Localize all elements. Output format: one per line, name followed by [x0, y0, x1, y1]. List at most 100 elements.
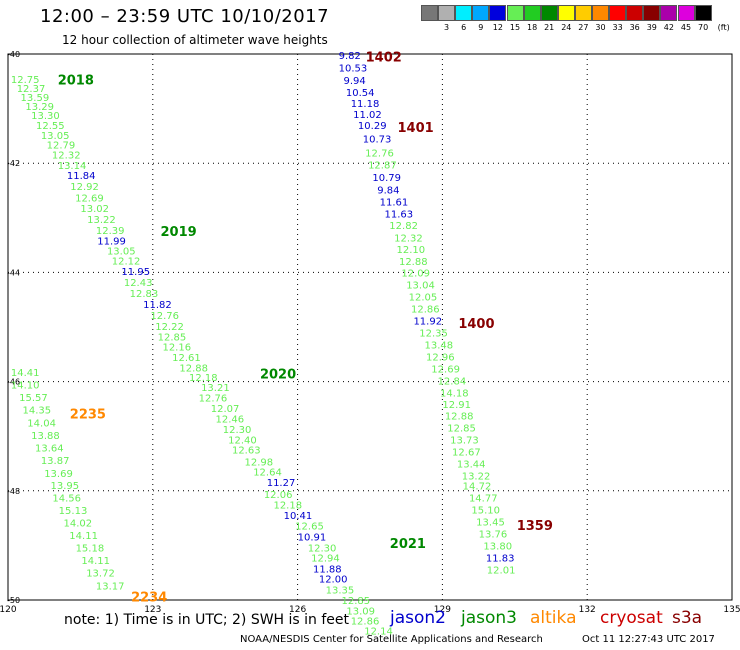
header-title: 12:00 – 23:59 UTC 10/10/2017 [40, 6, 330, 27]
swh-data-point: 12.98 [245, 457, 274, 468]
swh-data-point: 9.82 [339, 51, 361, 62]
swh-data-point: 12.76 [199, 393, 228, 404]
swh-data-point: 13.59 [21, 93, 50, 104]
y-tick-label: -46 [7, 378, 20, 387]
swh-data-point: 12.87 [368, 160, 397, 171]
swh-data-point: 14.77 [469, 493, 498, 504]
y-tick-label: -48 [7, 487, 20, 496]
swh-data-point: 12.05 [409, 292, 438, 303]
swh-data-point: 11.61 [380, 197, 409, 208]
swh-data-point: 15.57 [19, 393, 48, 404]
swh-data-point: 14.18 [440, 389, 469, 400]
swh-data-point: 12.63 [232, 445, 261, 456]
swh-data-point: 9.94 [343, 76, 365, 87]
swh-data-point: 13.05 [107, 247, 136, 258]
swh-data-point: 12.61 [172, 353, 201, 364]
color-scale-swatch [438, 5, 456, 21]
color-scale-label: 12 [492, 23, 503, 32]
swh-data-point: 12.64 [253, 468, 282, 479]
pass-label: 1402 [366, 51, 402, 66]
swh-data-point: 13.76 [479, 529, 508, 540]
swh-data-point: 10.79 [372, 173, 401, 184]
color-scale-swatch [677, 5, 695, 21]
footer-note: note: 1) Time is in UTC; 2) SWH is in fe… [64, 612, 350, 628]
x-tick-label: 129 [434, 605, 451, 615]
swh-data-point: 12.32 [394, 233, 423, 244]
swh-data-point: 12.18 [189, 373, 218, 384]
swh-data-point: 12.75 [11, 75, 40, 86]
color-scale-label: 45 [680, 23, 692, 32]
swh-data-point: 12.30 [308, 544, 337, 555]
swh-data-point: 11.95 [121, 267, 150, 278]
swh-data-point: 13.22 [462, 472, 491, 483]
swh-data-point: 12.43 [124, 278, 153, 289]
pass-label: 1359 [517, 519, 553, 534]
swh-data-point: 12.39 [96, 226, 125, 237]
swh-data-point: 11.02 [353, 110, 382, 121]
swh-data-point: 13.44 [457, 460, 486, 471]
x-tick-label: 132 [579, 605, 596, 615]
swh-data-point: 12.35 [419, 328, 448, 339]
color-scale-label: 24 [561, 23, 572, 32]
color-scale-swatch [421, 5, 438, 21]
swh-data-point: 12.86 [351, 617, 380, 628]
swh-data-point: 12.67 [452, 447, 481, 458]
color-scale-label: 9 [478, 23, 484, 32]
swh-data-point: 14.41 [11, 368, 40, 379]
swh-data-point: 12.76 [150, 311, 179, 322]
swh-data-point: 13.05 [41, 131, 70, 142]
swh-data-point: 12.88 [179, 363, 208, 374]
swh-data-point: 14.35 [22, 405, 51, 416]
color-scale-swatch [506, 5, 524, 21]
pass-label: 2235 [70, 407, 106, 422]
y-tick-label: -42 [7, 159, 20, 168]
swh-data-point: 12.86 [411, 304, 440, 315]
color-scale-swatch [540, 5, 558, 21]
satellite-s3a: s3a [672, 608, 703, 628]
swh-data-point: 12.88 [399, 257, 428, 268]
satellite-cryosat: cryosat [600, 608, 663, 628]
swh-data-point: 12.06 [264, 490, 293, 501]
swh-data-point: 15.18 [76, 544, 105, 555]
color-scale-label: 27 [578, 23, 589, 32]
satellite-altika: altika [530, 608, 577, 628]
color-scale-label: 39 [646, 23, 657, 32]
color-scale-label: 36 [629, 23, 640, 32]
swh-data-point: 11.88 [313, 564, 342, 575]
swh-data-point: 14.11 [81, 556, 110, 567]
color-scale-label: 3 [444, 23, 450, 32]
swh-data-point: 13.64 [35, 444, 64, 455]
swh-data-point: 10.53 [339, 64, 368, 75]
swh-data-point: 11.27 [267, 478, 296, 489]
swh-data-point: 13.35 [326, 586, 355, 597]
color-scale-label: 21 [544, 23, 555, 32]
swh-data-point: 15.10 [471, 505, 500, 516]
swh-data-point: 13.88 [31, 431, 60, 442]
swh-data-point: 12.16 [162, 343, 191, 354]
swh-data-point: 12.37 [17, 84, 46, 95]
swh-data-point: 12.85 [158, 332, 187, 343]
color-scale-swatch [523, 5, 541, 21]
swh-data-point: 14.11 [69, 531, 98, 542]
plot-frame [7, 53, 733, 601]
swh-data-point: 12.10 [397, 245, 426, 256]
swh-data-point: 13.04 [406, 280, 435, 291]
color-scale-swatch [592, 5, 609, 21]
color-scale-swatch [472, 5, 490, 21]
color-scale-label: 70 [698, 23, 709, 32]
swh-data-point: 13.14 [58, 161, 87, 172]
swh-data-point: 13.48 [425, 340, 454, 351]
x-tick-label: 120 [0, 605, 17, 615]
swh-data-point: 12.18 [273, 500, 302, 511]
color-scale-swatch [694, 5, 712, 21]
swh-data-point: 12.91 [442, 400, 471, 411]
swh-data-point: 12.09 [401, 268, 430, 279]
color-scale-swatch [557, 5, 575, 21]
swh-data-point: 12.84 [438, 377, 467, 388]
swh-data-point: 15.13 [59, 506, 88, 517]
swh-data-point: 10.91 [298, 533, 327, 544]
y-tick-label: -40 [7, 50, 20, 59]
swh-data-point: 12.96 [426, 352, 455, 363]
color-scale-swatch [609, 5, 627, 21]
color-scale-label: 42 [663, 23, 674, 32]
